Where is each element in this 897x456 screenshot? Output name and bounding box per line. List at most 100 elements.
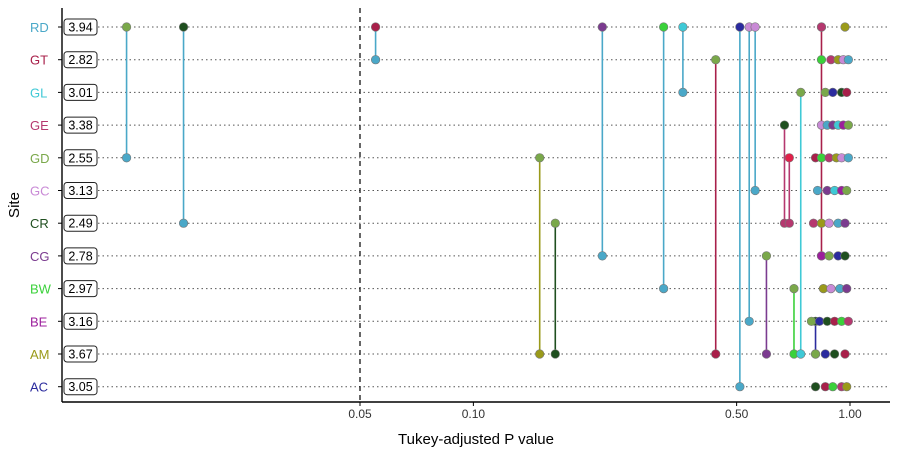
segment-16-end-point bbox=[796, 349, 806, 359]
y-tick-label-be: BE bbox=[30, 314, 48, 329]
segment-10-end-point bbox=[744, 316, 754, 326]
point-gl-3 bbox=[828, 87, 838, 97]
point-ge-7 bbox=[843, 120, 853, 130]
point-be-6 bbox=[843, 316, 853, 326]
value-box-cg bbox=[63, 247, 98, 265]
segment-2-start-point bbox=[370, 22, 381, 32]
point-be-1 bbox=[806, 316, 817, 326]
point-gd-8 bbox=[843, 153, 853, 163]
point-cr-3 bbox=[808, 218, 819, 228]
point-cr-7 bbox=[840, 218, 850, 228]
value-box-label-ge: 3.38 bbox=[68, 119, 92, 133]
y-tick-label-ge: GE bbox=[30, 118, 49, 133]
y-tick-label-gl: GL bbox=[30, 85, 47, 100]
value-box-label-gd: 2.55 bbox=[68, 151, 92, 165]
value-box-rd bbox=[63, 18, 98, 36]
point-gt-5 bbox=[843, 55, 853, 65]
point-am-9 bbox=[840, 349, 850, 359]
y-tick-label-cg: CG bbox=[30, 249, 50, 264]
value-box-gc bbox=[63, 182, 98, 199]
segment-15-start-point bbox=[789, 284, 799, 294]
segment-1-end-point bbox=[178, 218, 189, 228]
value-box-ac bbox=[63, 378, 98, 396]
point-cr-5 bbox=[824, 218, 834, 228]
segment-4-start-point bbox=[659, 22, 669, 32]
segment-14-end-point bbox=[784, 218, 794, 228]
point-bw-3 bbox=[826, 284, 836, 294]
value-box-bw bbox=[63, 280, 98, 298]
point-bw-5 bbox=[842, 284, 852, 294]
point-am-7 bbox=[820, 349, 830, 359]
value-box-label-cg: 2.78 bbox=[68, 249, 92, 263]
y-tick-label-gt: GT bbox=[30, 53, 48, 68]
y-axis-label: Site bbox=[6, 192, 23, 218]
x-axis-label: Tukey-adjusted P value bbox=[398, 431, 554, 448]
value-box-label-cr: 2.49 bbox=[68, 217, 92, 231]
point-gc-1 bbox=[812, 185, 823, 196]
y-tick-label-am: AM bbox=[30, 347, 50, 362]
value-box-gd bbox=[63, 149, 98, 167]
value-box-gl bbox=[63, 83, 98, 101]
point-rd-10 bbox=[840, 22, 850, 32]
segment-8-start-point bbox=[711, 55, 721, 65]
segment-1-start-point bbox=[178, 22, 189, 32]
point-ac-1 bbox=[810, 382, 821, 392]
value-box-cr bbox=[63, 214, 98, 232]
value-box-label-am: 3.67 bbox=[68, 348, 92, 362]
value-box-label-be: 3.16 bbox=[68, 315, 92, 329]
y-tick-label-cr: CR bbox=[30, 216, 49, 231]
point-am-6 bbox=[810, 349, 821, 359]
point-ac-5 bbox=[842, 382, 852, 392]
segment-0-end-point bbox=[121, 153, 132, 163]
y-tick-label-rd: RD bbox=[30, 20, 49, 35]
segment-2-end-point bbox=[370, 55, 381, 65]
value-box-label-gl: 3.01 bbox=[68, 86, 92, 100]
x-tick-label-2: 0.50 bbox=[725, 407, 749, 421]
segment-9-end-point bbox=[735, 382, 745, 392]
segment-12-start-point bbox=[761, 251, 772, 261]
point-gl-5 bbox=[842, 87, 852, 97]
x-tick-label-0: 0.05 bbox=[348, 407, 372, 421]
segment-8-end-point bbox=[711, 349, 721, 359]
value-box-label-rd: 3.94 bbox=[68, 21, 92, 35]
value-box-ge bbox=[63, 116, 98, 134]
point-am-8 bbox=[829, 349, 840, 359]
segment-7-end-point bbox=[550, 349, 560, 359]
segment-3-start-point bbox=[597, 22, 607, 32]
segment-11-end-point bbox=[750, 185, 760, 196]
point-gc-5 bbox=[842, 185, 852, 196]
x-tick-label-3: 1.00 bbox=[838, 407, 862, 421]
segment-0-start-point bbox=[121, 22, 132, 32]
segment-12-end-point bbox=[761, 349, 772, 359]
segment-11-start-point bbox=[750, 22, 760, 32]
point-gt-1 bbox=[816, 55, 827, 65]
value-box-label-gt: 2.82 bbox=[68, 53, 92, 67]
segment-5-start-point bbox=[678, 22, 688, 32]
segment-6-start-point bbox=[535, 153, 545, 163]
value-box-gt bbox=[63, 51, 98, 69]
value-box-be bbox=[63, 312, 98, 330]
point-ac-3 bbox=[828, 382, 838, 392]
segment-14-start-point bbox=[784, 153, 794, 163]
segment-7-start-point bbox=[550, 218, 560, 228]
segment-9-start-point bbox=[735, 22, 745, 32]
x-tick-label-1: 0.10 bbox=[462, 407, 486, 421]
y-tick-label-gc: GC bbox=[30, 184, 50, 199]
segment-16-start-point bbox=[796, 87, 806, 97]
segment-3-end-point bbox=[597, 251, 607, 261]
y-tick-label-gd: GD bbox=[30, 151, 50, 166]
segment-6-end-point bbox=[535, 349, 545, 359]
point-cg-3 bbox=[824, 251, 834, 261]
segment-5-end-point bbox=[678, 87, 688, 97]
value-box-label-ac: 3.05 bbox=[68, 380, 92, 394]
y-tick-label-bw: BW bbox=[30, 282, 52, 297]
value-box-am bbox=[63, 345, 98, 363]
point-be-2 bbox=[814, 316, 825, 326]
segment-4-end-point bbox=[659, 284, 669, 294]
point-cg-5 bbox=[840, 251, 850, 261]
y-tick-label-ac: AC bbox=[30, 380, 48, 395]
segment-13-start-point bbox=[779, 120, 790, 130]
value-box-label-bw: 2.97 bbox=[68, 282, 92, 296]
value-box-label-gc: 3.13 bbox=[68, 184, 92, 198]
